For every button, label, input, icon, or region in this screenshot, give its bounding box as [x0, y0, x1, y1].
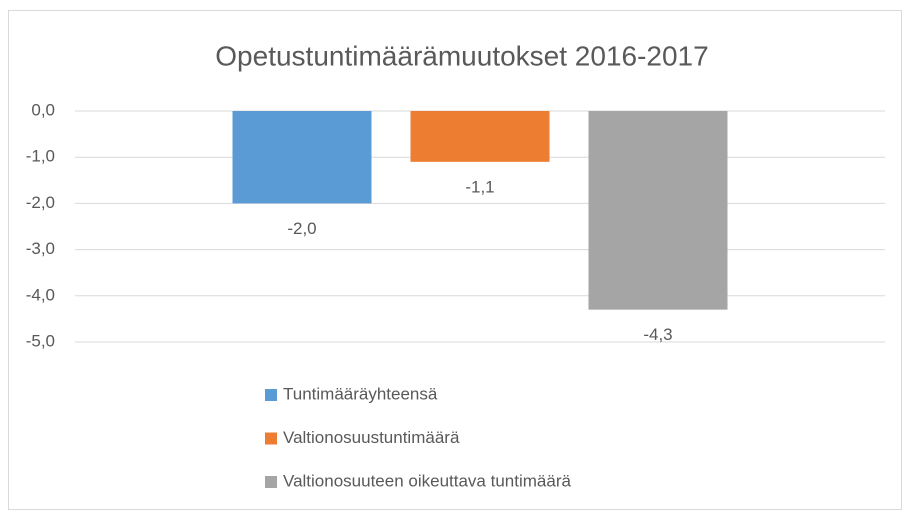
- y-tick-label: -4,0: [26, 285, 55, 304]
- y-tick-label: 0,0: [31, 100, 55, 119]
- data-label: -1,1: [465, 177, 494, 196]
- legend-label: Valtionosuuteen oikeuttava tuntimäärä: [283, 471, 571, 490]
- data-label: -4,3: [643, 325, 672, 344]
- legend-swatch: [265, 432, 277, 445]
- y-tick-label: -3,0: [26, 239, 55, 258]
- y-tick-label: -1,0: [26, 147, 55, 166]
- bar: [410, 111, 550, 162]
- legend-label: Valtionosuustuntimäärä: [283, 428, 460, 447]
- chart-border: [8, 10, 902, 510]
- y-tick-label: -2,0: [26, 193, 55, 212]
- bar: [588, 111, 728, 310]
- chart-title: Opetustuntimäärämuutokset 2016-2017: [215, 40, 708, 71]
- bar: [232, 111, 372, 204]
- legend-swatch: [265, 476, 277, 488]
- data-label: -2,0: [287, 219, 316, 238]
- y-tick-label: -5,0: [26, 331, 55, 350]
- legend-label: Tuntimääräyhteensä: [283, 384, 438, 403]
- legend-swatch: [265, 389, 277, 401]
